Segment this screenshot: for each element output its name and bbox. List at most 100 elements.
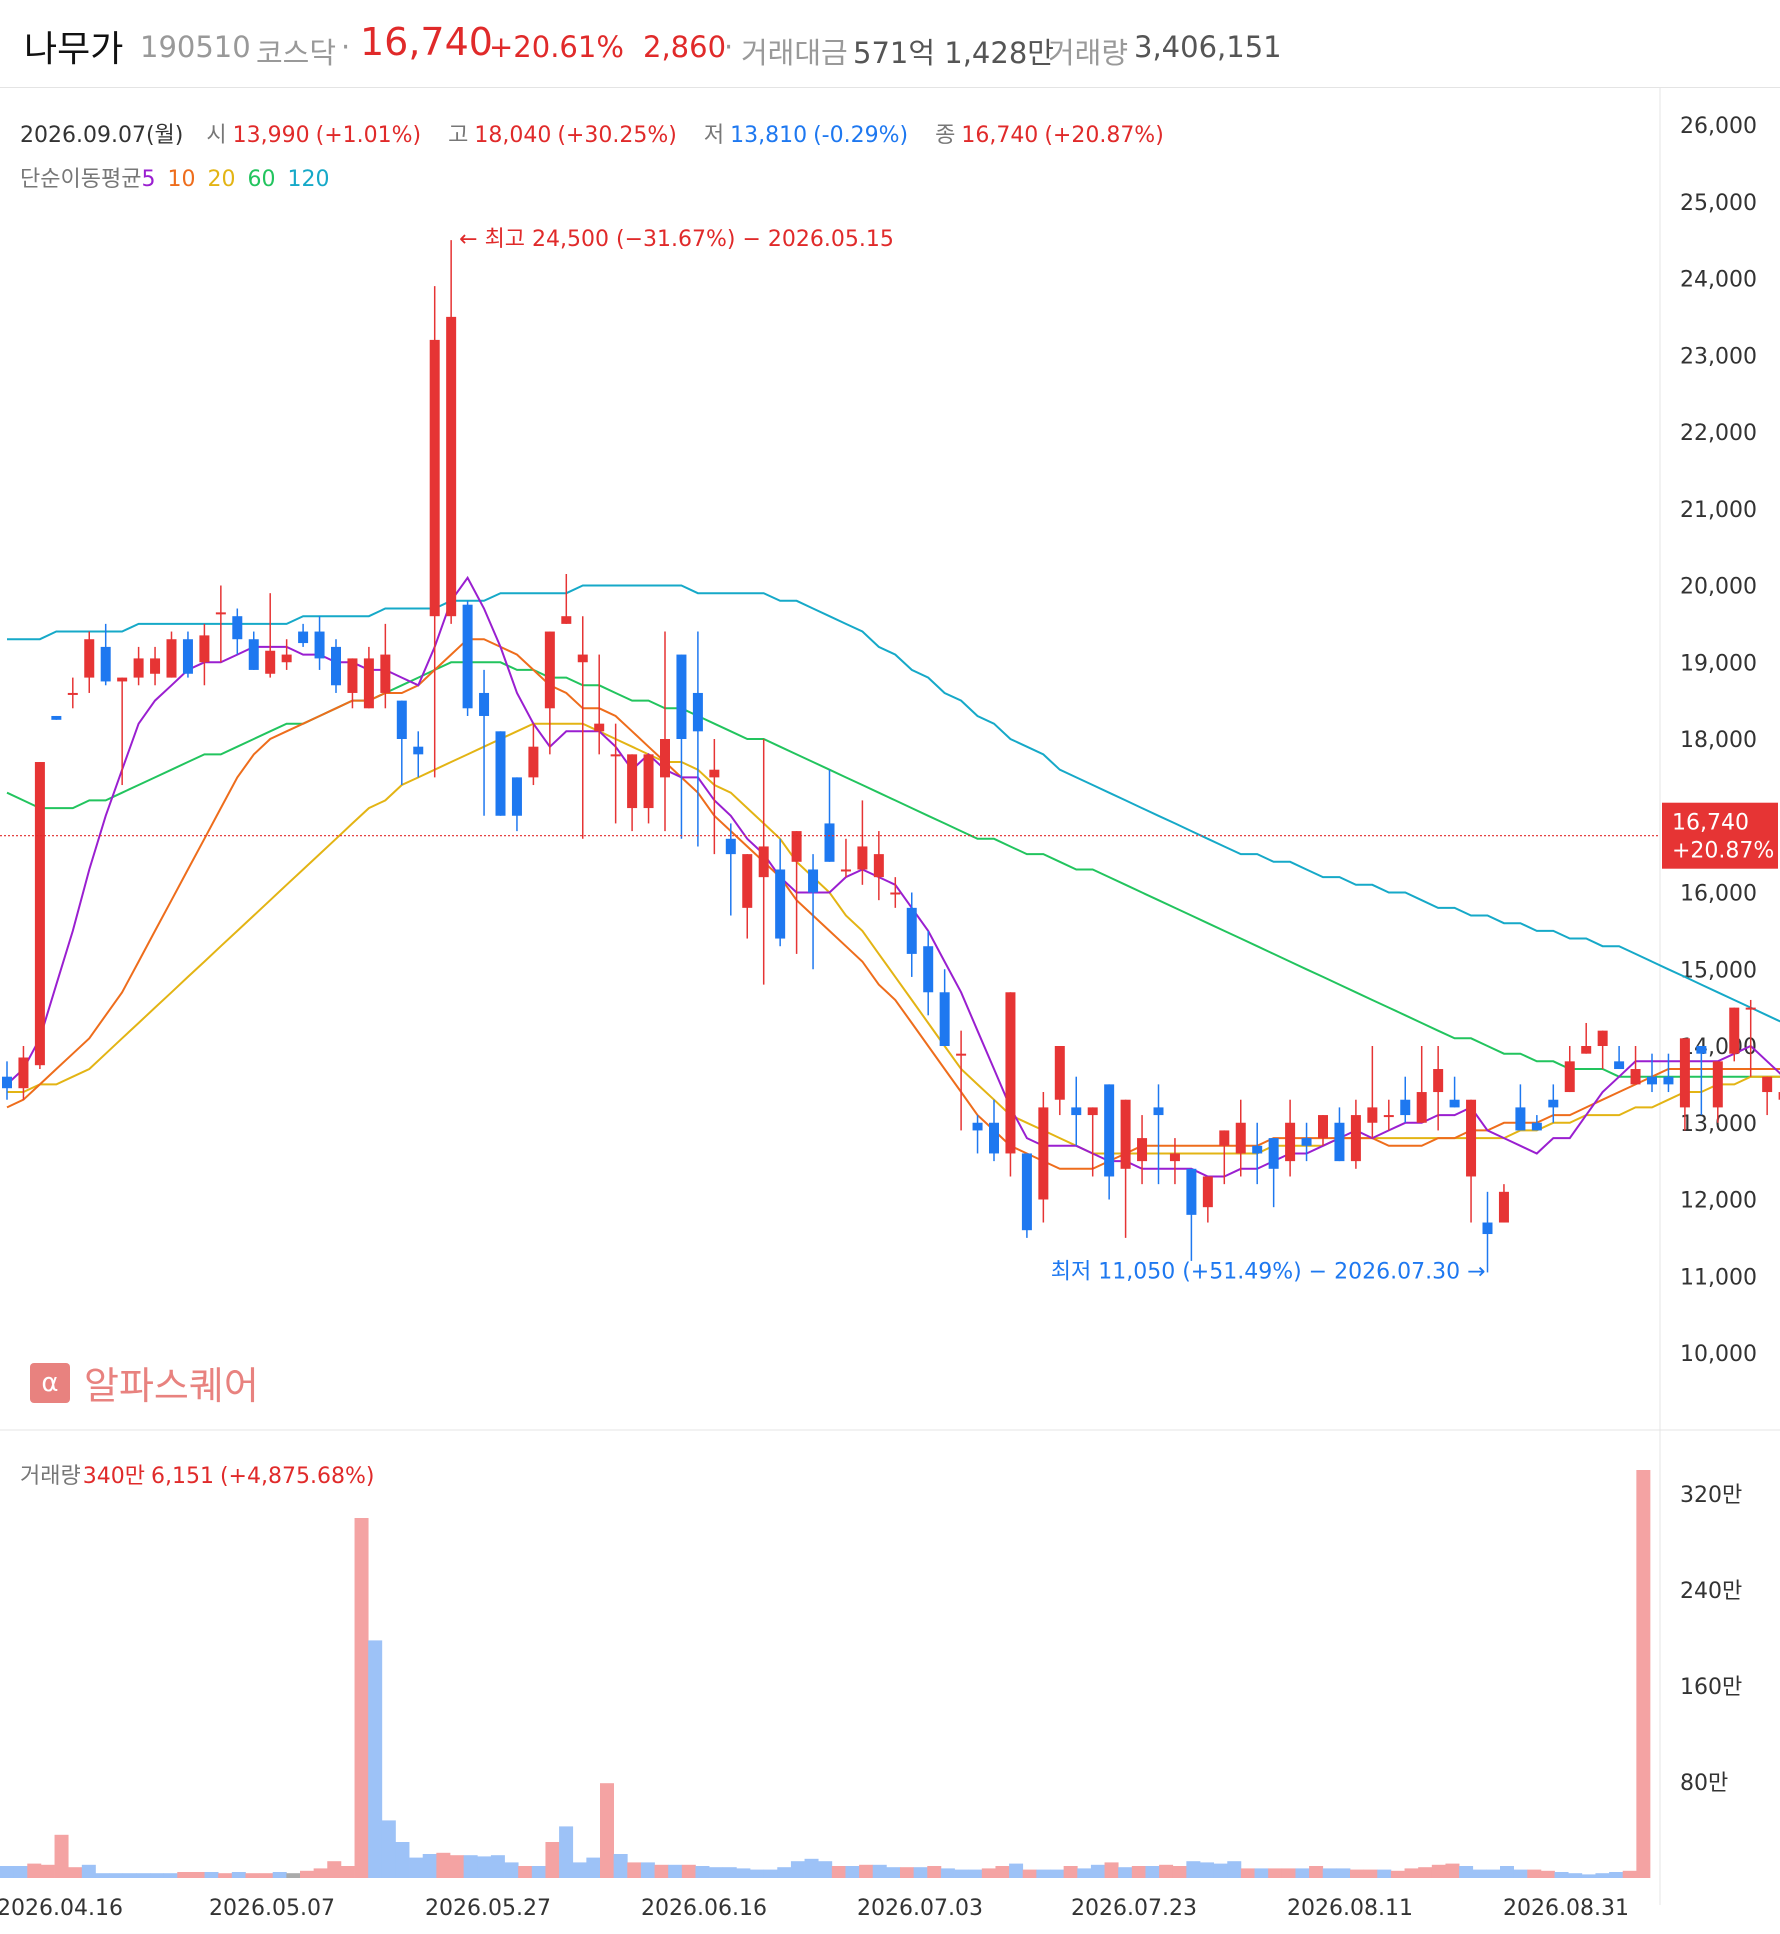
candle[interactable] [1087,1107,1098,1177]
candle[interactable] [1350,1099,1361,1169]
candle[interactable] [1614,1046,1625,1070]
volume-bar[interactable] [1240,1868,1255,1878]
volume-bar[interactable] [1350,1869,1364,1878]
volume-bar[interactable] [40,1864,55,1878]
candle[interactable] [1021,1153,1032,1238]
candle[interactable] [1433,1046,1444,1131]
volume-bar[interactable] [1172,1866,1187,1878]
volume-bar[interactable] [1418,1867,1433,1878]
candle[interactable] [1498,1184,1509,1223]
volume-bar[interactable] [545,1842,560,1878]
candle[interactable] [791,831,802,954]
volume-bar[interactable] [409,1857,424,1878]
volume-bar[interactable] [1622,1870,1637,1878]
volume-bar[interactable] [1609,1872,1624,1878]
volume-bar[interactable] [0,1866,14,1878]
volume-bar[interactable] [1227,1861,1242,1878]
volume-bar[interactable] [1118,1867,1133,1878]
candle[interactable] [857,800,868,885]
volume-bar[interactable] [177,1872,192,1878]
volume-bar[interactable] [81,1864,96,1878]
volume-bar[interactable] [940,1868,955,1878]
candle[interactable] [1696,1046,1707,1116]
candles[interactable] [2,240,1780,1273]
volume-bar[interactable] [804,1858,819,1878]
volume-bar[interactable] [231,1872,246,1878]
volume-bar[interactable] [1363,1869,1378,1878]
volume-bar[interactable] [1186,1861,1201,1878]
candle[interactable] [676,654,687,839]
volume-bar[interactable] [54,1834,69,1878]
volume-bar[interactable] [340,1866,355,1878]
candle[interactable] [1268,1138,1279,1208]
candle[interactable] [1202,1176,1213,1223]
volume-bar[interactable] [831,1866,846,1878]
volume-bar[interactable] [518,1866,533,1878]
candle[interactable] [627,754,638,832]
candle[interactable] [1647,1053,1657,1093]
candle[interactable] [248,631,259,670]
volume-bar[interactable] [1009,1863,1024,1878]
candle[interactable] [1466,1099,1477,1223]
candle[interactable] [1186,1168,1197,1261]
volume-bar[interactable] [763,1869,778,1878]
candle[interactable] [199,623,210,686]
volume-bar[interactable] [722,1867,737,1878]
volume-bar[interactable] [450,1855,464,1878]
candle[interactable] [1301,1122,1312,1162]
volume-bar[interactable] [1500,1866,1514,1878]
candle[interactable] [824,769,835,862]
candle[interactable] [117,677,128,786]
volume-bar[interactable] [1472,1869,1487,1878]
volume-bar[interactable] [654,1864,669,1878]
volume-bar[interactable] [1090,1864,1105,1878]
volume-bar[interactable] [1445,1863,1460,1878]
candle[interactable] [610,723,621,824]
volume-bar[interactable] [927,1866,942,1878]
candle[interactable] [1038,1092,1049,1223]
volume-bar[interactable] [163,1873,178,1878]
volume-bar[interactable] [818,1861,833,1878]
volume-bar[interactable] [736,1868,751,1878]
volume-bar[interactable] [1459,1866,1474,1878]
candle[interactable] [1071,1076,1082,1146]
candle[interactable] [1762,1076,1773,1116]
volume-bar[interactable] [913,1867,928,1878]
volume-bar[interactable] [313,1868,328,1878]
volume-bar[interactable] [1254,1868,1269,1878]
volume-bar[interactable] [190,1872,205,1878]
candle[interactable] [1285,1099,1296,1177]
volume-bar[interactable] [109,1873,124,1878]
volume-bar[interactable] [709,1867,724,1878]
volume-bar[interactable] [122,1873,137,1878]
volume-bar[interactable] [95,1873,110,1878]
candle[interactable] [742,854,753,939]
volume-bar[interactable] [68,1867,83,1878]
candle[interactable] [84,631,95,693]
candle[interactable] [660,631,670,832]
volume-bar[interactable] [1636,1470,1651,1878]
candle[interactable] [956,1030,967,1131]
candle[interactable] [1383,1099,1394,1131]
candle[interactable] [100,623,111,686]
candle[interactable] [331,639,341,693]
candle[interactable] [314,616,325,670]
candle[interactable] [1679,1038,1690,1131]
volume-bar[interactable] [1322,1868,1337,1878]
candle[interactable] [34,762,45,1070]
candle[interactable] [215,585,226,663]
candle[interactable] [1252,1122,1263,1185]
volume-bar[interactable] [1431,1864,1446,1878]
volume-bar[interactable] [490,1855,505,1878]
volume-bar[interactable] [900,1867,914,1878]
candle[interactable] [479,669,490,816]
candle[interactable] [182,631,193,678]
volume-bar[interactable] [300,1870,314,1878]
volume-bar[interactable] [613,1854,628,1878]
candle[interactable] [1745,999,1756,1077]
volume-bar[interactable] [1213,1863,1228,1878]
candle[interactable] [989,1099,999,1162]
volume-bar[interactable] [436,1852,451,1878]
candle[interactable] [396,700,407,786]
volume-bar[interactable] [790,1861,805,1878]
